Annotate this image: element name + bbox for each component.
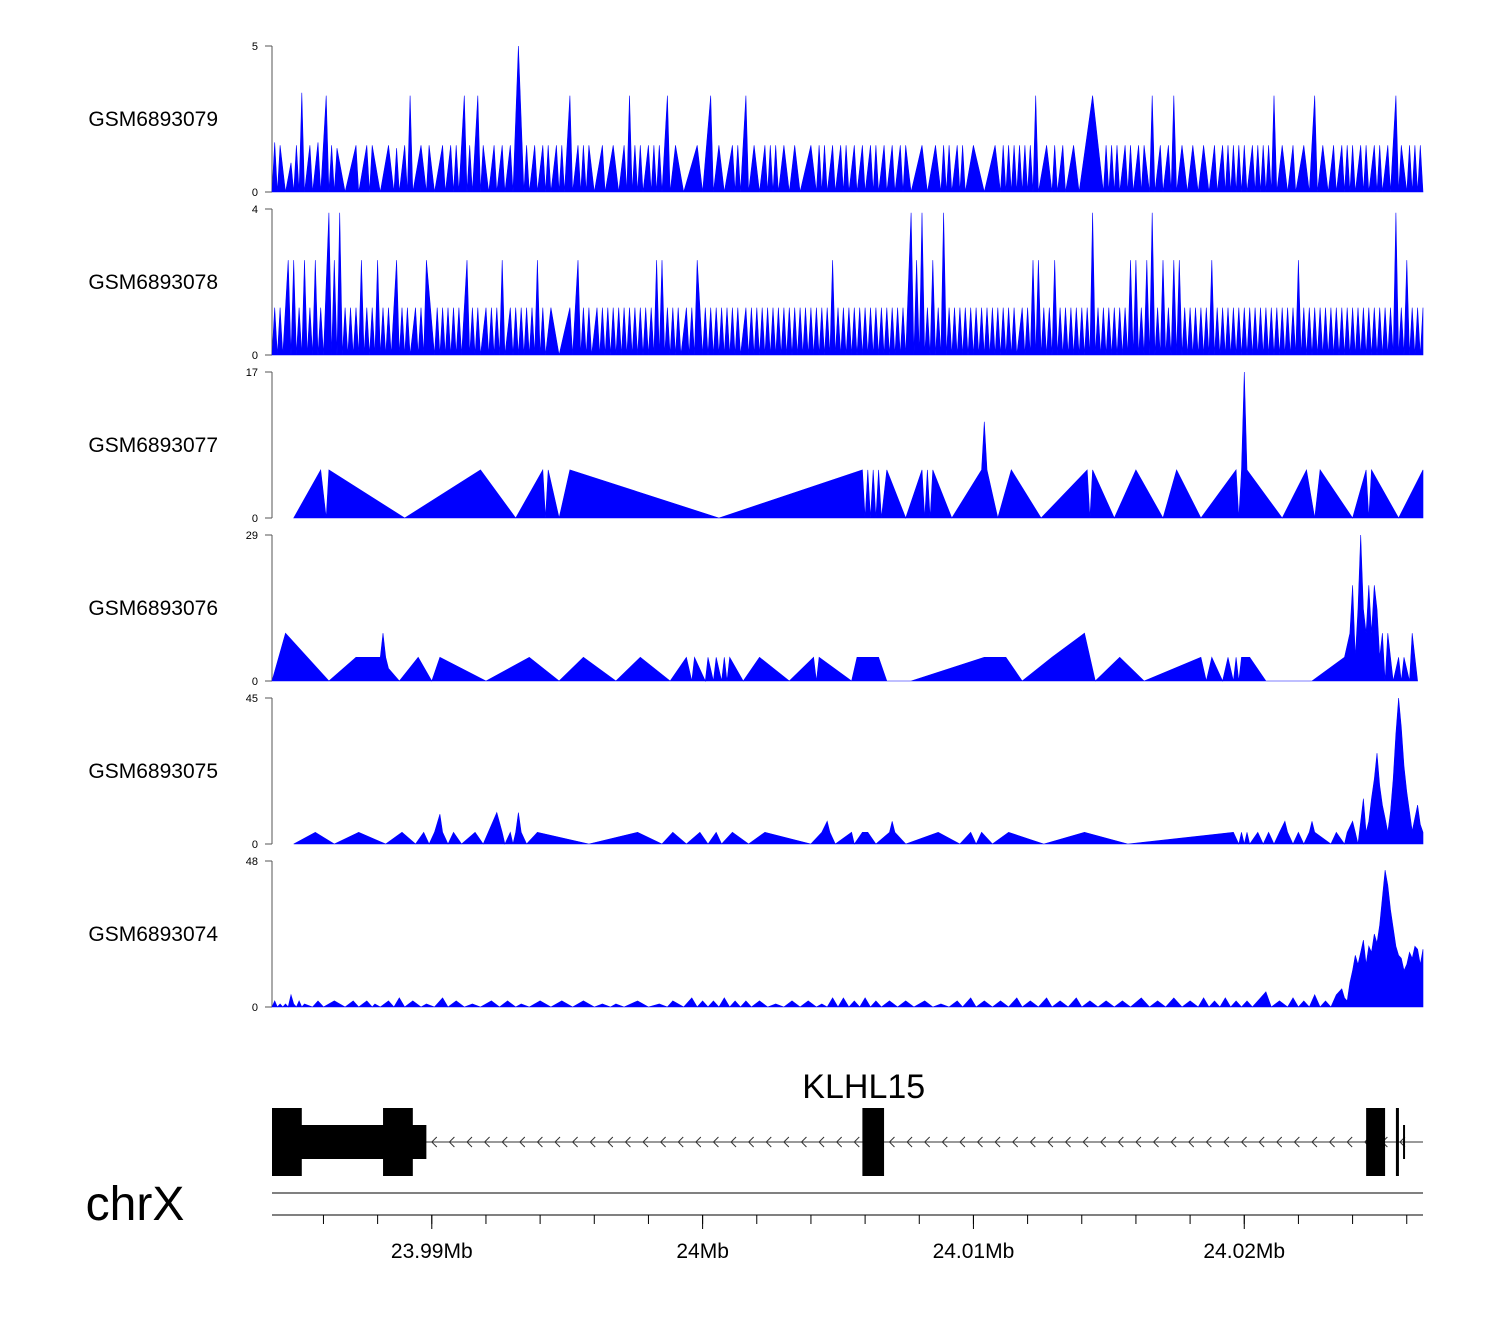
y-tick-label-min: 0 [252, 676, 258, 688]
strand-chevron [1064, 1136, 1071, 1148]
strand-chevron [677, 1136, 684, 1148]
strand-chevron [536, 1136, 543, 1148]
track-label: GSM6893078 [88, 271, 218, 294]
strand-chevron [431, 1136, 438, 1148]
strand-chevron [835, 1136, 843, 1148]
coverage-track-GSM6893079: GSM6893079 5 0 [88, 41, 1424, 199]
strand-chevron [589, 1136, 596, 1148]
y-tick-label-max: 45 [246, 693, 258, 705]
coverage-track-GSM6893075: GSM6893075 45 0 [88, 693, 1424, 851]
strand-chevron [888, 1136, 895, 1148]
strand-chevron [765, 1136, 772, 1148]
strand-chevron [1328, 1136, 1335, 1148]
gene-name-label: KLHL15 [802, 1068, 925, 1106]
track-label: GSM6893074 [88, 923, 218, 946]
gene-exon [383, 1108, 413, 1176]
strand-chevron [501, 1136, 508, 1148]
y-tick-label-min: 0 [252, 1002, 258, 1014]
strand-chevron [1205, 1136, 1212, 1148]
track-label: GSM6893076 [88, 597, 218, 620]
strand-chevron [853, 1136, 860, 1148]
strand-chevron [1276, 1136, 1283, 1148]
strand-chevron [1082, 1136, 1089, 1148]
strand-chevron [923, 1136, 931, 1148]
coverage-track-GSM6893076: GSM6893076 29 0 [88, 530, 1418, 688]
y-tick-label-min: 0 [252, 839, 258, 851]
strand-chevron [1029, 1136, 1036, 1148]
coverage-area [271, 870, 1424, 1008]
gene-exon [1395, 1108, 1399, 1176]
strand-chevron [1047, 1136, 1054, 1148]
gene-annotation-track: KLHL15 [272, 1068, 1423, 1176]
strand-chevron [1223, 1136, 1230, 1148]
strand-chevron [1011, 1136, 1019, 1148]
genomic-axis: chrX 23.99Mb 24Mb 24.01Mb 24.02Mb [86, 1178, 1423, 1263]
strand-chevron [1188, 1136, 1195, 1148]
strand-chevron [712, 1136, 719, 1148]
strand-chevron [976, 1136, 983, 1148]
gene-exon [862, 1108, 885, 1176]
strand-chevron [783, 1136, 790, 1148]
strand-chevron [1135, 1136, 1142, 1148]
strand-chevron [1311, 1136, 1318, 1148]
strand-chevron [466, 1136, 473, 1148]
coverage-area [271, 534, 1418, 683]
strand-chevron [642, 1136, 649, 1148]
y-tick-label-max: 29 [246, 530, 258, 542]
strand-chevron [607, 1136, 614, 1148]
coverage-track-GSM6893078: GSM6893078 4 0 [88, 204, 1424, 362]
axis-tick-label: 24Mb [676, 1240, 729, 1263]
coverage-area [271, 212, 1424, 356]
gene-exon [274, 1108, 281, 1176]
strand-chevron [1258, 1136, 1265, 1148]
strand-chevron [959, 1136, 966, 1148]
strand-chevron [941, 1136, 948, 1148]
strand-chevron [554, 1136, 561, 1148]
strand-chevron [730, 1136, 737, 1148]
strand-chevron [624, 1136, 631, 1148]
strand-chevron [519, 1136, 526, 1148]
strand-chevron [659, 1136, 666, 1148]
y-tick-label-max: 5 [252, 41, 258, 53]
coverage-area [293, 371, 1424, 519]
y-tick-label-min: 0 [252, 513, 258, 525]
coverage-area [293, 697, 1424, 845]
track-label: GSM6893079 [88, 108, 218, 131]
strand-chevron [1117, 1136, 1124, 1148]
strand-chevron [1170, 1136, 1177, 1148]
y-tick-label-max: 48 [246, 856, 258, 868]
strand-chevron [1152, 1136, 1159, 1148]
strand-chevron [747, 1136, 755, 1148]
y-tick-label-max: 17 [246, 367, 258, 379]
strand-chevron [695, 1136, 702, 1148]
axis-tick-label: 24.01Mb [933, 1240, 1015, 1263]
strand-chevron [906, 1136, 913, 1148]
y-tick-label-max: 4 [252, 204, 258, 216]
strand-chevron [1100, 1136, 1107, 1148]
axis-tick-label: 23.99Mb [391, 1240, 473, 1263]
strand-chevron [800, 1136, 807, 1148]
chromosome-label: chrX [86, 1178, 185, 1231]
gene-exon [1368, 1125, 1372, 1159]
strand-chevron [818, 1136, 825, 1148]
track-label: GSM6893075 [88, 760, 218, 783]
strand-chevron [1240, 1136, 1247, 1148]
strand-chevron [1346, 1136, 1353, 1148]
strand-chevron [1293, 1136, 1300, 1148]
coverage-area [271, 45, 1424, 193]
strand-chevron [994, 1136, 1001, 1148]
strand-chevron [483, 1136, 490, 1148]
strand-chevron [448, 1136, 455, 1148]
coverage-track-GSM6893074: GSM6893074 48 0 [88, 856, 1424, 1014]
track-label: GSM6893077 [88, 434, 218, 457]
y-tick-label-min: 0 [252, 350, 258, 362]
coverage-tracks: GSM689307950GSM689307840GSM6893077170GSM… [88, 41, 1424, 1014]
y-tick-label-min: 0 [252, 187, 258, 199]
coverage-track-GSM6893077: GSM6893077 17 0 [88, 367, 1424, 525]
strand-chevron [571, 1136, 578, 1148]
axis-tick-label: 24.02Mb [1203, 1240, 1285, 1263]
